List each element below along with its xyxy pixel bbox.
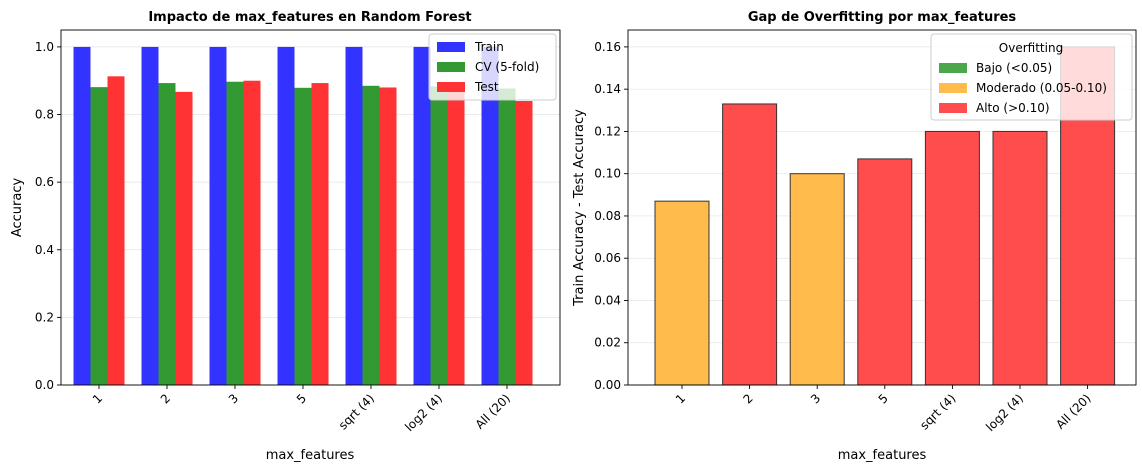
chart-accuracy: Impacto de max_features en Random Forest… xyxy=(10,10,561,463)
y-tick-label: 0.06 xyxy=(594,251,621,265)
y-tick-label: 0.0 xyxy=(35,378,54,392)
legend-swatch xyxy=(437,42,465,52)
bar-cv-5-fold--1 xyxy=(158,83,176,385)
y-tick-label: 0.02 xyxy=(594,336,621,350)
x-tick-label: 2 xyxy=(740,391,755,406)
bar-cv-5-fold--0 xyxy=(90,87,108,385)
y-tick-label: 0.10 xyxy=(594,167,621,181)
bar-train-3 xyxy=(277,46,295,386)
x-tick-label: All (20) xyxy=(473,391,514,432)
chart-title: Impacto de max_features en Random Forest xyxy=(148,10,471,25)
bar-gap-4 xyxy=(924,130,980,386)
legend-label: Moderado (0.05-0.10) xyxy=(976,81,1107,95)
x-tick-label: All (20) xyxy=(1053,391,1094,432)
x-tick-label: sqrt (4) xyxy=(917,391,958,432)
x-tick-label: log2 (4) xyxy=(983,391,1026,434)
bar-gap-1 xyxy=(722,103,778,386)
x-tick-label: 3 xyxy=(808,391,823,406)
x-tick-label: 2 xyxy=(158,391,173,406)
bar-cv-5-fold--6 xyxy=(498,88,516,385)
y-tick-label: 0.6 xyxy=(35,175,54,189)
bar-cv-5-fold--3 xyxy=(294,87,312,386)
plot-frame xyxy=(60,29,561,386)
y-tick-label: 0.4 xyxy=(35,243,54,257)
bar-train-2 xyxy=(209,46,227,386)
legend-label: Train xyxy=(474,40,504,54)
bar-train-0 xyxy=(73,46,91,386)
x-tick-label: log2 (4) xyxy=(402,391,445,434)
plot-frame xyxy=(627,29,1137,386)
bar-test-5 xyxy=(447,87,465,385)
legend: Train CV (5-fold) Test xyxy=(428,33,557,101)
y-tick-label: 0.12 xyxy=(594,124,621,138)
bar-train-6 xyxy=(481,46,499,386)
chart-overfitting-gap: Gap de Overfitting por max_features 0.00… xyxy=(572,10,1137,463)
bar-test-2 xyxy=(243,80,261,385)
legend-swatch xyxy=(437,82,465,92)
legend-swatch xyxy=(939,83,967,93)
bar-test-6 xyxy=(515,101,533,385)
legend-frame xyxy=(930,33,1133,121)
x-tick-label: 1 xyxy=(90,391,105,406)
legend-swatch xyxy=(939,63,967,73)
legend-swatch xyxy=(939,103,967,113)
legend-title: Overfitting xyxy=(999,41,1063,55)
legend-label: Alto (>0.10) xyxy=(976,101,1050,115)
bar-train-4 xyxy=(345,46,363,386)
bar-gap-3 xyxy=(857,158,913,386)
chart-title: Gap de Overfitting por max_features xyxy=(748,10,1017,25)
x-axis-ticks: 1 2 3 5 sqrt (4) log2 (4) All (20) xyxy=(90,385,513,434)
bar-test-1 xyxy=(175,91,193,385)
y-axis-label: Accuracy xyxy=(10,178,25,238)
bar-train-1 xyxy=(141,46,159,386)
y-tick-label: 0.2 xyxy=(35,310,54,324)
bar-gap-2 xyxy=(789,173,845,386)
y-tick-label: 0.14 xyxy=(594,82,621,96)
y-tick-label: 1.0 xyxy=(35,40,54,54)
y-tick-label: 0.00 xyxy=(594,378,621,392)
y-axis-label: Train Accuracy - Test Accuracy xyxy=(572,109,587,307)
bar-test-4 xyxy=(379,87,397,385)
legend-label: CV (5-fold) xyxy=(475,60,539,74)
x-axis-label: max_features xyxy=(266,448,355,463)
bar-cv-5-fold--4 xyxy=(362,85,380,386)
legend-label: Test xyxy=(474,80,499,94)
y-tick-label: 0.16 xyxy=(594,40,621,54)
x-tick-label: 1 xyxy=(673,391,688,406)
x-tick-label: 5 xyxy=(294,391,309,406)
legend-swatch xyxy=(437,62,465,72)
x-axis-ticks: 1 2 3 5 sqrt (4) log2 (4) All (20) xyxy=(673,385,1094,434)
x-tick-label: 3 xyxy=(226,391,241,406)
x-tick-label: sqrt (4) xyxy=(336,391,377,432)
y-axis-ticks: 0.00 0.02 0.04 0.06 0.08 0.10 0.12 0.14 0.16 xyxy=(594,40,628,392)
y-tick-label: 0.08 xyxy=(594,209,621,223)
x-tick-label: 5 xyxy=(876,391,891,406)
bars xyxy=(73,46,533,386)
legend-label: Bajo (<0.05) xyxy=(976,61,1052,75)
bar-gap-5 xyxy=(992,130,1048,386)
bar-cv-5-fold--2 xyxy=(226,81,244,385)
y-axis-ticks: 0.0 0.2 0.4 0.6 0.8 1.0 xyxy=(35,40,61,392)
bar-test-0 xyxy=(107,76,125,386)
y-tick-label: 0.8 xyxy=(35,108,54,122)
x-axis-label: max_features xyxy=(838,448,927,463)
bar-train-5 xyxy=(413,46,431,386)
bar-gap-0 xyxy=(654,200,710,386)
bar-test-3 xyxy=(311,83,329,385)
bar-cv-5-fold--5 xyxy=(430,86,448,385)
legend: Overfitting Bajo (<0.05) Moderado (0.05-0… xyxy=(930,33,1133,121)
y-tick-label: 0.04 xyxy=(594,293,621,307)
